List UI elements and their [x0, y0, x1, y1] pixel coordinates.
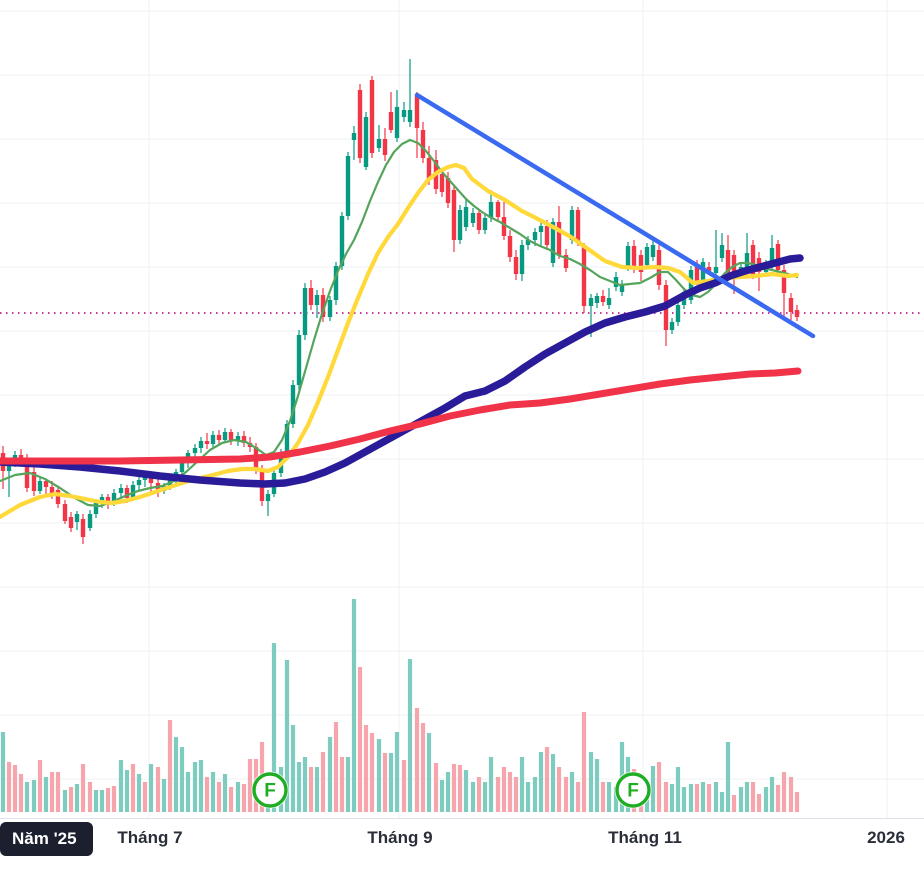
marker-label: F [264, 781, 276, 802]
ma-slow-navy-line [0, 254, 804, 488]
axis-label-month-1: Tháng 7 [117, 828, 183, 847]
trendline[interactable] [414, 92, 816, 339]
ma-fast-green-line [0, 138, 799, 508]
year-badge: Năm '25 [0, 822, 93, 856]
volume-bars [0, 599, 800, 812]
axis-label-month-2: Tháng 9 [367, 828, 433, 847]
axis-label-month-3: Tháng 11 [608, 828, 682, 847]
ma-mid-yellow-line [0, 162, 800, 520]
ma-long-red-line [0, 367, 802, 465]
marker-label: F [627, 781, 639, 802]
dividend-marker[interactable]: F [614, 771, 652, 809]
axis-label-year-next: 2026 [867, 828, 905, 847]
dividend-marker[interactable]: F [251, 771, 289, 809]
time-axis[interactable]: Năm '25 Tháng 7 Tháng 9 Tháng 11 2026 [0, 818, 924, 872]
